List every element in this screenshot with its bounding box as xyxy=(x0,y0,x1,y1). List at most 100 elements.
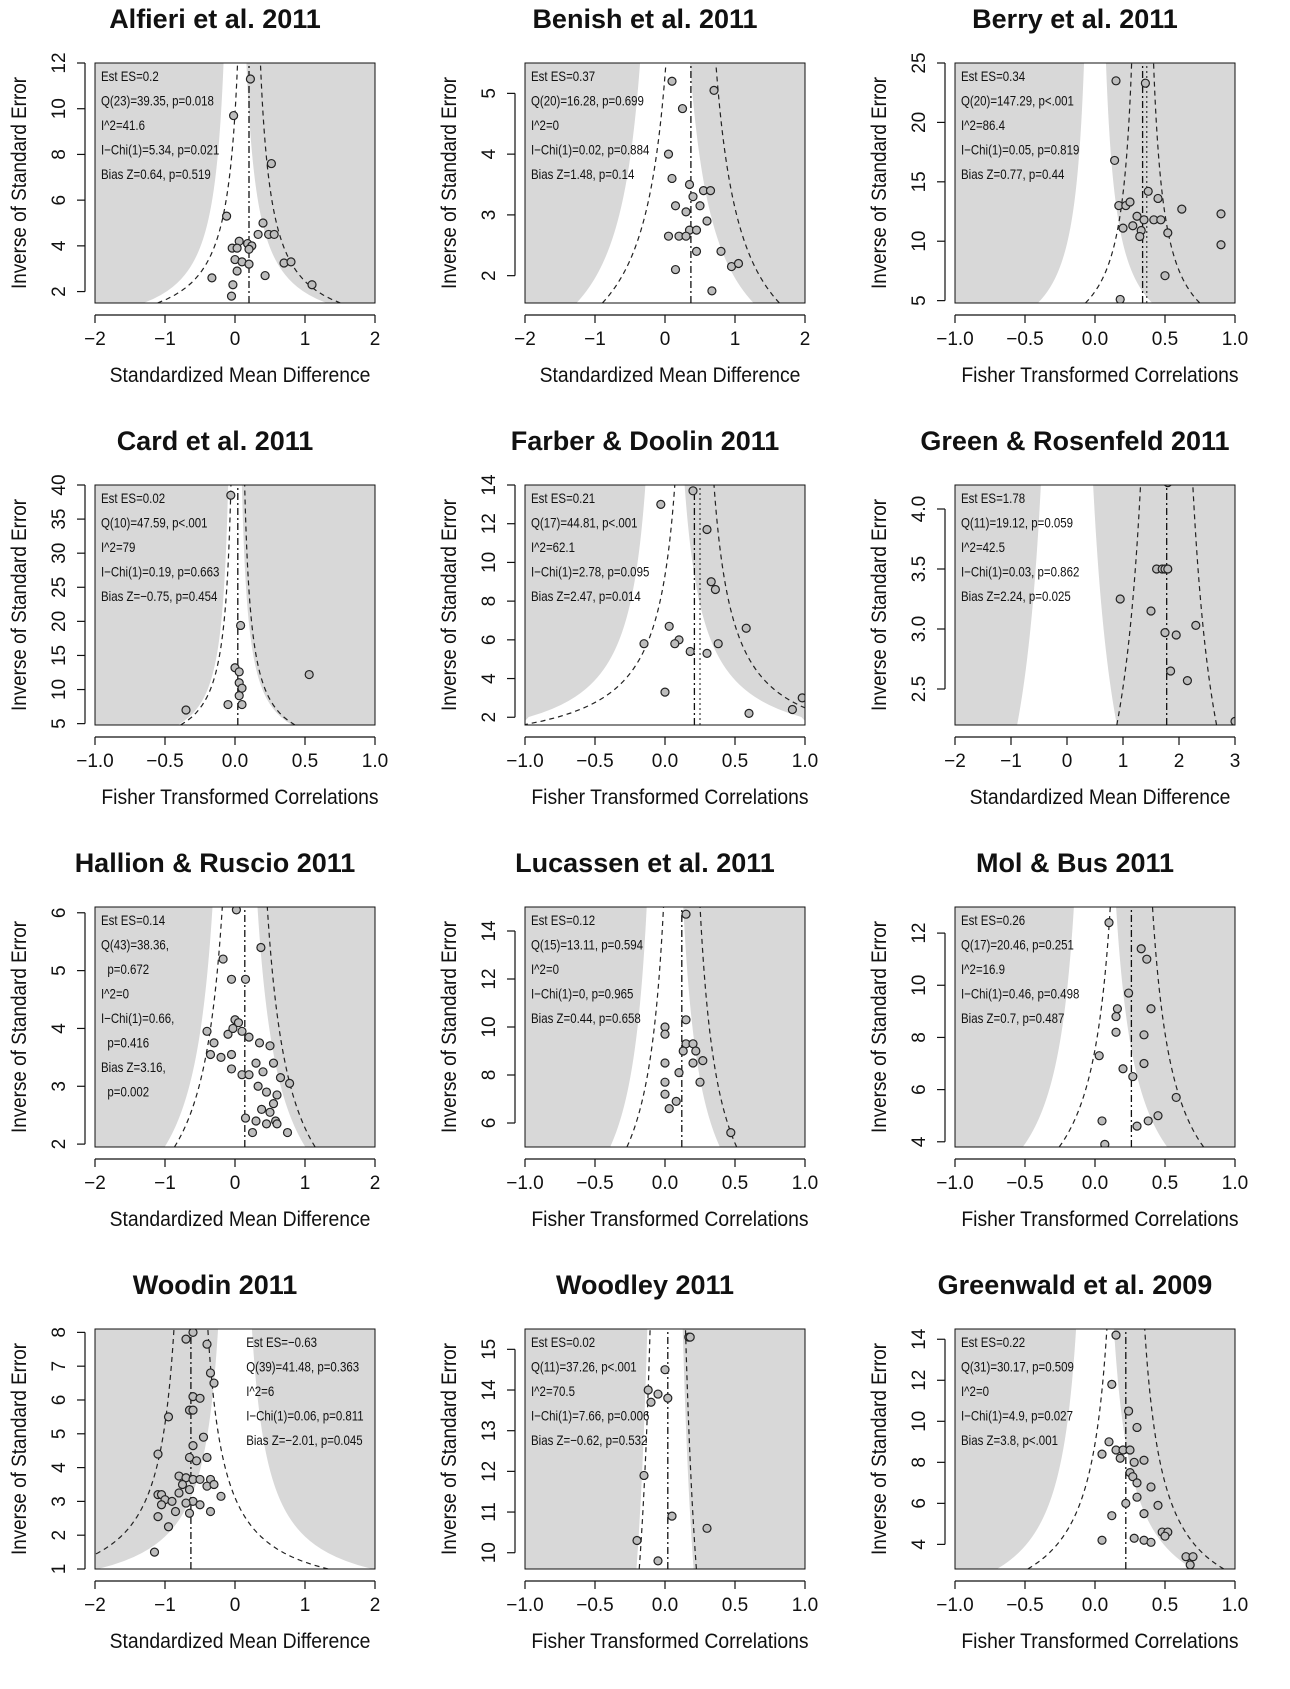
annotation-line: I−Chi(1)=0.19, p=0.663 xyxy=(101,563,219,579)
study-point xyxy=(681,1015,691,1025)
annotation-line: Est ES=0.2 xyxy=(101,68,159,84)
study-point xyxy=(253,229,263,240)
annotation-line: I^2=41.6 xyxy=(101,117,145,133)
annotation-line: Bias Z=2.47, p=0.014 xyxy=(531,588,641,604)
plot-frame xyxy=(94,906,376,1148)
y-tick-label: 10 xyxy=(479,552,500,573)
panel-title: Farber & Doolin 2011 xyxy=(510,426,780,456)
x-tick-label: −0.5 xyxy=(1006,1173,1044,1194)
x-tick-label: −1 xyxy=(584,329,606,350)
study-point xyxy=(163,1412,174,1422)
x-tick-label: 1 xyxy=(730,329,741,350)
funnel-line-right xyxy=(684,1329,697,1569)
annotation-line: p=0.002 xyxy=(101,1083,149,1099)
funnel-plot: Est ES=0.37 Q(20)=16.28, p=0.699 I^2=0 I−Ch… xyxy=(438,62,811,387)
study-point xyxy=(188,1405,198,1415)
y-tick-label: 10 xyxy=(49,679,70,700)
y-tick-label: 10 xyxy=(909,975,930,996)
study-point xyxy=(1124,988,1134,998)
shaded-region-right xyxy=(689,63,805,303)
annotation-line: I−Chi(1)=0.06, p=0.811 xyxy=(246,1407,363,1423)
annotation-line: Q(31)=30.17, p=0.509 xyxy=(961,1358,1074,1374)
annotation-text: Est ES=0.37 Q(20)=16.28, p=0.699 I^2=0 I−Ch… xyxy=(531,68,649,182)
annotation-line: Bias Z=0.7, p=0.487 xyxy=(961,1010,1064,1026)
study-point xyxy=(258,1067,268,1077)
x-tick-label: 1.0 xyxy=(792,1595,818,1616)
study-point xyxy=(1128,1472,1138,1482)
shaded-region-left xyxy=(95,907,213,1147)
study-point xyxy=(1107,1511,1117,1521)
study-point xyxy=(234,691,244,701)
study-point xyxy=(705,185,716,196)
x-tick-label: 0.0 xyxy=(1082,329,1108,350)
y-tick-label: 5 xyxy=(909,295,930,306)
study-point xyxy=(251,1058,261,1068)
study-point xyxy=(1142,954,1152,964)
annotation-line: I−Chi(1)=0.46, p=0.498 xyxy=(961,985,1079,1001)
x-tick-label: −1 xyxy=(154,1173,176,1194)
funnel-plot-panel: Mol & Bus 2011 Est ES=0.26 Q(17)=20.46, p=… xyxy=(860,844,1290,1266)
x-tick-label: 2 xyxy=(800,329,811,350)
y-tick-label: 30 xyxy=(49,543,70,564)
study-point xyxy=(209,1479,219,1490)
study-point xyxy=(709,85,719,95)
x-tick-label: 3 xyxy=(1230,751,1241,772)
y-tick-label: 2 xyxy=(479,712,500,723)
shaded-region-left xyxy=(95,485,229,725)
plot-frame xyxy=(524,1328,806,1570)
study-point xyxy=(1115,1453,1125,1463)
y-tick-label: 4.0 xyxy=(909,496,930,522)
study-point xyxy=(1143,186,1153,196)
y-tick-label: 20 xyxy=(909,112,930,133)
study-point xyxy=(205,1368,216,1378)
y-tick-label: 10 xyxy=(909,1411,930,1432)
x-tick-label: 0.5 xyxy=(1152,1173,1178,1194)
study-point xyxy=(1125,1445,1135,1455)
x-tick-label: 0.5 xyxy=(1152,1595,1178,1616)
study-point xyxy=(1124,1406,1134,1416)
annotation-line: I−Chi(1)=4.9, p=0.027 xyxy=(961,1407,1073,1423)
y-tick-label: 6 xyxy=(479,635,500,646)
study-point xyxy=(664,1104,674,1114)
y-axis-label: Inverse of Standard Error xyxy=(868,77,891,289)
x-tick-label: −2 xyxy=(84,1173,106,1194)
study-point xyxy=(268,1058,279,1068)
x-tick-label: 2 xyxy=(370,329,381,350)
annotation-line: Bias Z=0.64, p=0.519 xyxy=(101,166,211,182)
y-tick-label: 2 xyxy=(479,270,500,281)
study-point xyxy=(1140,78,1150,88)
study-point xyxy=(286,257,296,267)
x-tick-label: 1.0 xyxy=(1222,1173,1248,1194)
y-tick-label: 3 xyxy=(49,1496,70,1507)
funnel-line-right xyxy=(715,63,780,303)
annotation-line: I^2=6 xyxy=(246,1383,274,1399)
study-point xyxy=(1125,197,1135,207)
study-point xyxy=(677,103,688,114)
study-point xyxy=(231,907,241,915)
study-point xyxy=(702,1523,712,1533)
annotation-text: Est ES=0.26 Q(17)=20.46, p=0.251 I^2=16.9 I… xyxy=(961,912,1079,1026)
study-point xyxy=(226,490,236,500)
study-point xyxy=(247,1127,258,1138)
study-point xyxy=(787,704,797,715)
study-point xyxy=(681,207,691,217)
y-tick-label: 14 xyxy=(479,1379,500,1401)
study-point xyxy=(685,1332,695,1342)
y-tick-label: 12 xyxy=(479,1461,500,1482)
annotation-line: Q(23)=39.35, p=0.018 xyxy=(101,92,214,108)
study-point xyxy=(695,1077,705,1087)
y-tick-label: 25 xyxy=(909,52,930,73)
study-point xyxy=(167,1496,177,1506)
study-point xyxy=(688,1058,698,1068)
y-axis-label: Inverse of Standard Error xyxy=(438,921,461,1133)
study-point xyxy=(149,1547,160,1557)
panel-title: Woodin 2011 xyxy=(132,1270,298,1300)
plot-frame xyxy=(94,62,376,304)
y-tick-label: 35 xyxy=(49,509,70,530)
y-tick-label: 10 xyxy=(479,1542,500,1563)
annotation-line: Est ES=−0.63 xyxy=(246,1334,317,1350)
study-point xyxy=(1111,1027,1121,1037)
y-tick-label: 8 xyxy=(479,596,500,607)
study-point xyxy=(232,243,242,253)
panel-title: Alfieri et al. 2011 xyxy=(109,4,321,34)
